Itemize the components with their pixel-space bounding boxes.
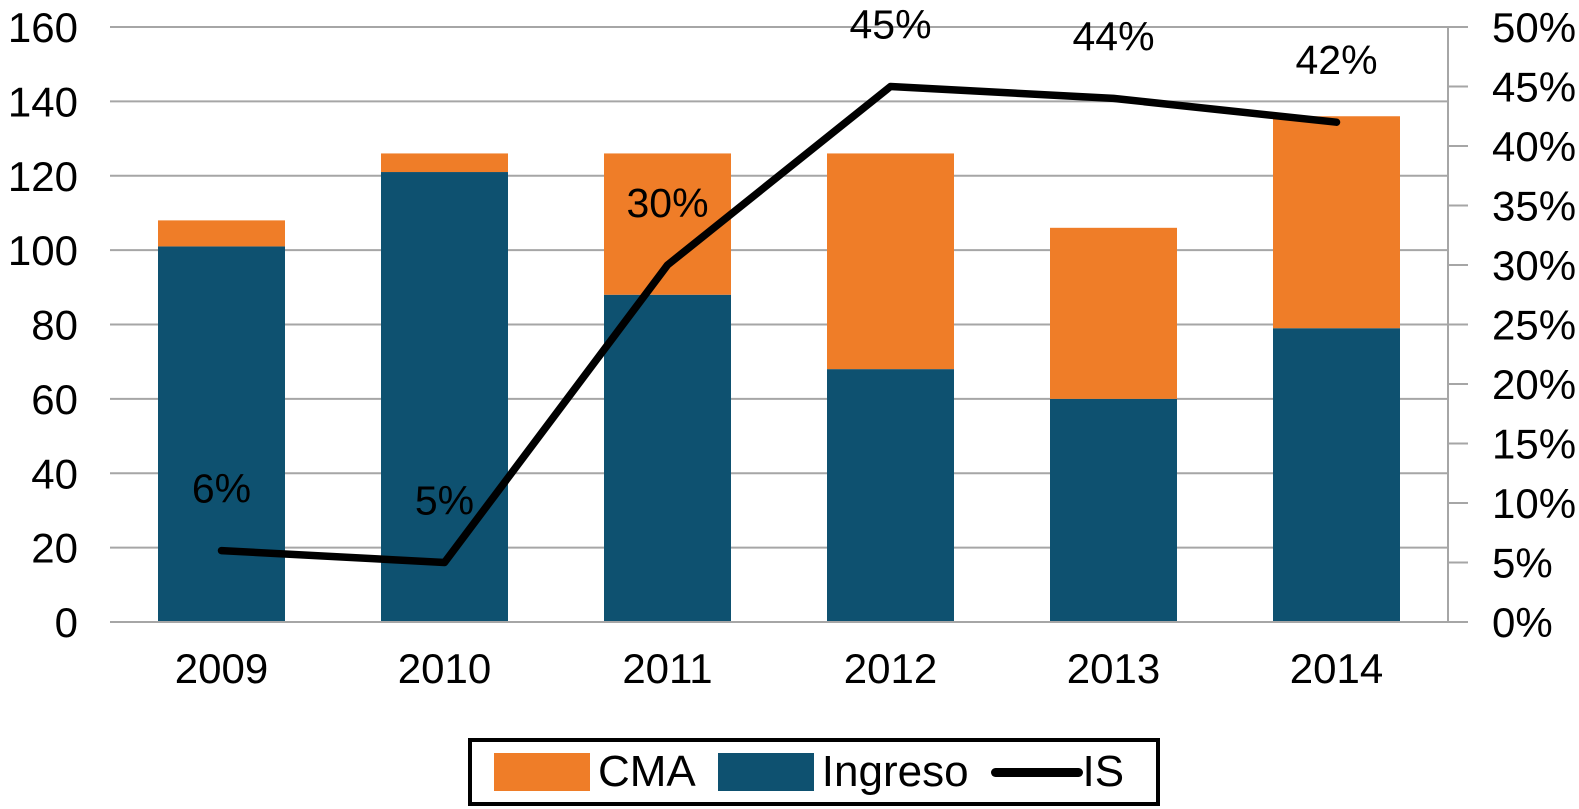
left-axis-label: 100 [8, 227, 78, 274]
legend: CMA Ingreso IS [468, 738, 1160, 806]
bar-cma-2014 [1273, 116, 1400, 329]
data-label-2010: 5% [415, 478, 474, 524]
data-label-2009: 6% [192, 466, 251, 512]
right-axis-label: 25% [1492, 302, 1576, 349]
right-axis-label: 30% [1492, 242, 1576, 289]
right-axis-label: 15% [1492, 421, 1576, 468]
legend-label-cma: CMA [598, 747, 696, 796]
category-label: 2014 [1290, 645, 1383, 692]
right-axis-label: 45% [1492, 64, 1576, 111]
legend-item-cma: CMA [494, 750, 696, 794]
left-axis-label: 60 [31, 376, 78, 423]
bar-ingreso-2009 [158, 246, 285, 622]
data-label-2012: 45% [849, 2, 931, 48]
category-label: 2012 [844, 645, 937, 692]
bar-ingreso-2013 [1050, 398, 1177, 622]
data-label-2011: 30% [626, 180, 708, 226]
left-axis-label: 120 [8, 153, 78, 200]
right-axis-label: 40% [1492, 123, 1576, 170]
right-axis-label: 50% [1492, 4, 1576, 51]
bar-ingreso-2014 [1273, 328, 1400, 622]
bar-cma-2013 [1050, 227, 1177, 399]
legend-item-ingreso: Ingreso [717, 747, 969, 796]
right-axis-label: 5% [1492, 540, 1553, 587]
left-axis-label: 140 [8, 78, 78, 125]
legend-item-is: IS [990, 747, 1125, 796]
category-label: 2009 [175, 645, 268, 692]
category-label: 2011 [622, 645, 712, 692]
right-axis-label: 10% [1492, 480, 1576, 527]
legend-label-is: IS [1082, 747, 1125, 796]
right-axis-label: 0% [1492, 599, 1553, 646]
bar-ingreso-2010 [381, 172, 508, 622]
data-label-2014: 42% [1295, 37, 1377, 83]
right-axis-label: 20% [1492, 361, 1576, 408]
bar-cma-2012 [827, 153, 954, 370]
legend-line-marker-icon [990, 767, 1083, 777]
line-series-is [217, 82, 1341, 567]
bar-cma-2010 [381, 153, 508, 173]
bar-ingreso-2012 [827, 369, 954, 622]
category-label: 2010 [398, 645, 491, 692]
right-axis-label: 35% [1492, 183, 1576, 230]
bar-ingreso-2011 [604, 294, 731, 622]
legend-swatch-ingreso-icon [717, 753, 814, 791]
left-axis-label: 20 [31, 525, 78, 572]
category-label: 2013 [1067, 645, 1160, 692]
left-axis-label: 80 [31, 302, 78, 349]
data-label-2013: 44% [1072, 13, 1154, 59]
legend-label-ingreso: Ingreso [821, 747, 969, 796]
left-axis-label: 40 [31, 450, 78, 497]
left-axis-label: 0 [55, 599, 78, 646]
left-axis-label: 160 [8, 4, 78, 51]
legend-swatch-cma-icon [494, 753, 590, 791]
bar-cma-2009 [158, 220, 285, 247]
